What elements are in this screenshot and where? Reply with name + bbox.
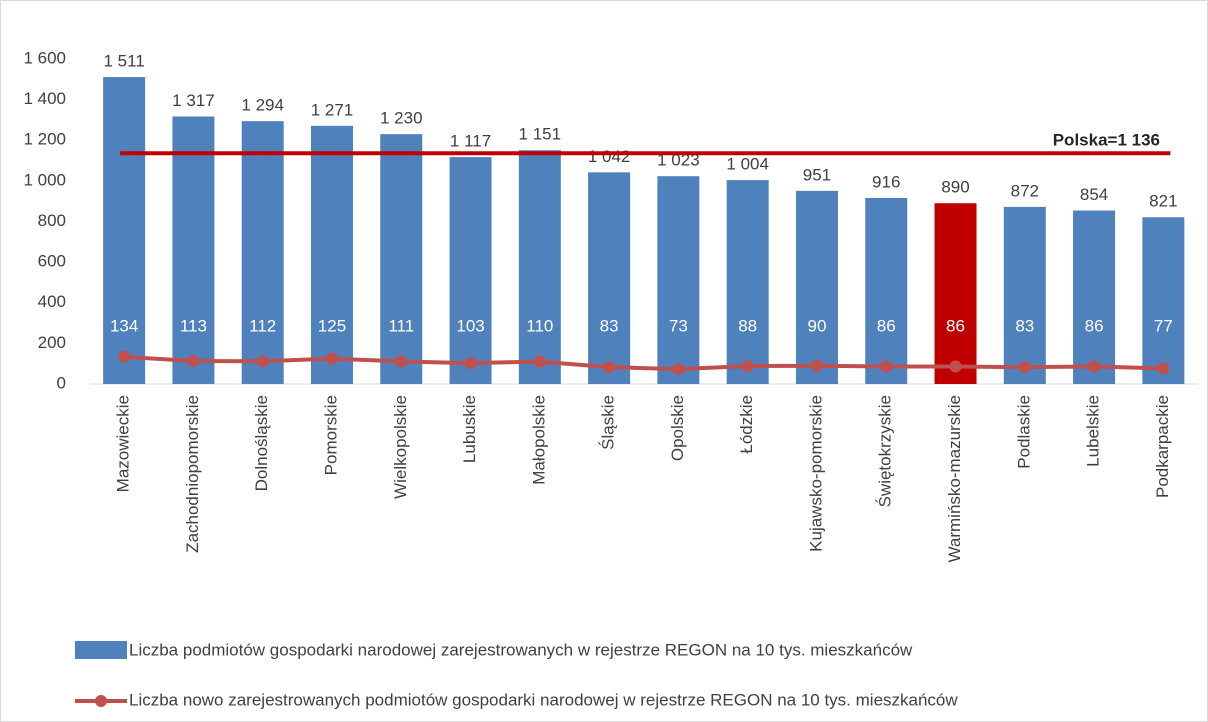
line-value-label: 86 — [877, 316, 896, 335]
y-tick-label: 800 — [38, 211, 66, 230]
bar — [449, 157, 492, 384]
y-tick-label: 1 000 — [23, 170, 66, 189]
bar-value-label: 1 271 — [311, 100, 354, 119]
bar — [1073, 210, 1116, 384]
bar — [726, 180, 769, 384]
x-tick-label: Dolnośląskie — [252, 395, 271, 491]
line-value-label: 111 — [388, 316, 414, 335]
bar — [934, 203, 977, 384]
x-tick-label: Świętokrzyskie — [876, 395, 895, 507]
line-point — [464, 357, 477, 370]
x-tick-label: Mazowieckie — [114, 395, 133, 492]
y-tick-label: 0 — [57, 373, 66, 392]
legend-swatch — [75, 641, 127, 659]
bar-value-label: 1 004 — [726, 155, 769, 174]
y-tick-label: 600 — [38, 252, 66, 271]
x-tick-label: Łódzkie — [737, 395, 756, 454]
x-tick-label: Zachodniopomorskie — [183, 395, 202, 553]
x-tick-label: Pomorskie — [321, 395, 340, 475]
bar-value-label: 854 — [1080, 185, 1108, 204]
line-point — [187, 355, 200, 368]
line-value-label: 83 — [1015, 316, 1034, 335]
y-tick-label: 200 — [38, 333, 66, 352]
y-tick-label: 400 — [38, 292, 66, 311]
bar — [657, 176, 700, 384]
line-value-label: 83 — [600, 316, 619, 335]
bar — [380, 134, 423, 384]
bar — [1003, 206, 1046, 384]
bar-value-label: 890 — [941, 178, 969, 197]
line-point — [1088, 360, 1101, 373]
bar-value-label: 1 317 — [172, 91, 215, 110]
bar — [310, 125, 353, 384]
line-value-label: 110 — [526, 316, 553, 335]
bar-value-label: 1 023 — [657, 151, 700, 170]
x-tick-label: Opolskie — [668, 395, 687, 461]
bar — [172, 116, 215, 384]
x-tick-label: Kujawsko-pomorskie — [806, 395, 825, 552]
line-point — [603, 361, 616, 374]
line-point — [395, 355, 408, 368]
line-point — [880, 360, 893, 373]
bar — [103, 77, 146, 384]
line-point — [810, 359, 823, 372]
line-point — [672, 363, 685, 376]
line-value-label: 86 — [1085, 316, 1104, 335]
line-value-label: 73 — [669, 316, 688, 335]
line-value-label: 90 — [807, 316, 826, 335]
x-tick-label: Małopolskie — [529, 395, 548, 485]
line-value-label: 88 — [738, 316, 757, 335]
line-value-label: 112 — [249, 316, 276, 335]
line-point — [118, 350, 131, 363]
bar-value-label: 872 — [1011, 181, 1039, 200]
legend-label: Liczba podmiotów gospodarki narodowej za… — [129, 640, 913, 659]
x-tick-label: Podlaskie — [1014, 395, 1033, 469]
bar-value-label: 821 — [1149, 192, 1177, 211]
line-point — [1157, 362, 1170, 375]
bar — [1142, 217, 1185, 384]
bar-value-label: 1 042 — [588, 147, 631, 166]
x-tick-label: Podkarpackie — [1153, 395, 1172, 498]
y-tick-label: 1 200 — [23, 130, 66, 149]
line-point — [533, 355, 546, 368]
x-tick-label: Lubelskie — [1084, 395, 1103, 467]
x-tick-label: Wielkopolskie — [391, 395, 410, 499]
bar — [518, 150, 561, 384]
x-tick-label: Warmińsko-mazurskie — [945, 395, 964, 563]
x-tick-label: Śląskie — [599, 395, 618, 450]
x-tick-label: Lubuskie — [460, 395, 479, 463]
y-tick-label: 1 400 — [23, 89, 66, 108]
bar-value-label: 1 294 — [241, 96, 284, 115]
line-value-label: 103 — [456, 316, 484, 335]
line-point — [325, 352, 338, 365]
line-point — [1018, 361, 1031, 374]
bar-value-label: 1 511 — [104, 52, 145, 71]
bar — [795, 190, 838, 384]
bar-value-label: 1 151 — [519, 125, 562, 144]
line-value-label: 77 — [1154, 316, 1173, 335]
line-value-label: 86 — [946, 316, 965, 335]
line-point — [741, 360, 754, 373]
bar-value-label: 1 230 — [380, 109, 423, 128]
bar — [241, 121, 284, 384]
bar-value-label: 916 — [872, 172, 900, 191]
line-point — [949, 360, 962, 373]
bar — [588, 172, 631, 384]
legend-label: Liczba nowo zarejestrowanych podmiotów g… — [129, 690, 958, 709]
bar-value-label: 951 — [803, 165, 831, 184]
line — [124, 354, 1164, 372]
line-value-label: 134 — [110, 316, 138, 335]
reference-label: Polska=1 136 — [1053, 131, 1160, 150]
line-value-label: 113 — [180, 316, 207, 335]
line-point — [256, 355, 269, 368]
bar — [865, 197, 908, 384]
y-tick-label: 1 600 — [23, 48, 66, 67]
legend-marker — [95, 695, 107, 707]
bar-value-label: 1 117 — [450, 132, 491, 151]
line-value-label: 125 — [318, 316, 346, 335]
